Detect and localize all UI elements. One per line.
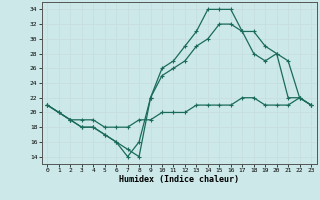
X-axis label: Humidex (Indice chaleur): Humidex (Indice chaleur) [119, 175, 239, 184]
